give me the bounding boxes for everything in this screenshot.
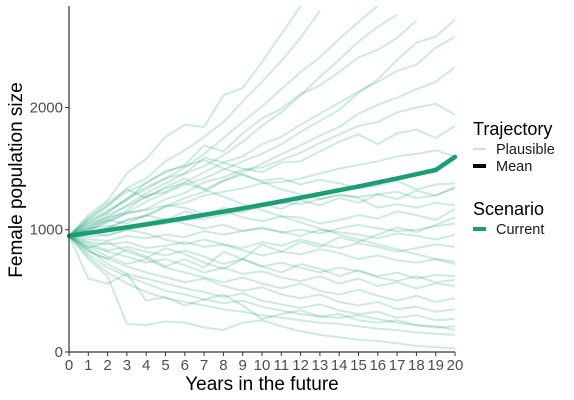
- plausible-trajectory-line: [69, 177, 455, 265]
- plausible-trajectory-line: [69, 6, 302, 237]
- x-tick-label: 11: [274, 357, 290, 374]
- x-tick-label: 12: [292, 357, 309, 374]
- plausible-trajectory-line: [69, 235, 455, 303]
- plausible-trajectory-line: [69, 35, 455, 237]
- axes: [65, 6, 456, 356]
- y-axis-title: Female population size: [6, 82, 27, 277]
- legend-label-plausible: Plausible: [496, 142, 555, 158]
- legend-title: Scenario: [473, 199, 544, 219]
- plausible-trajectory-line: [69, 235, 455, 336]
- plausible-trajectory-line: [69, 102, 455, 237]
- plausible-trajectory-line: [69, 226, 455, 242]
- legend-title: Trajectory: [473, 119, 552, 139]
- plausible-trajectory-line: [69, 235, 455, 313]
- plausible-trajectory-line: [69, 228, 455, 253]
- plausible-trajectory-line: [69, 10, 321, 237]
- plausible-trajectory-line: [69, 13, 398, 237]
- x-tick-label: 9: [239, 357, 247, 374]
- plausible-trajectory-line: [69, 18, 455, 237]
- mean-trajectory-line: [66, 154, 458, 239]
- x-tick-label: 7: [200, 357, 208, 374]
- x-tick-label: 10: [254, 357, 271, 374]
- plausible-trajectory-line: [69, 173, 455, 237]
- x-tick-label: 15: [350, 357, 367, 374]
- y-tick-label: 1000: [30, 222, 63, 239]
- tick-labels: 0 1 2 3 4 5 6 7 8 9 10 11 12 13 14 15 16 17 18 19 2001000200…: [30, 99, 464, 374]
- plausible-trajectory-line: [69, 149, 455, 237]
- x-tick-label: 8: [219, 357, 227, 374]
- plausible-trajectory-line: [69, 6, 379, 237]
- plausible-trajectory-line: [69, 235, 455, 350]
- x-tick-label: 14: [331, 357, 348, 374]
- plausible-trajectory-line: [69, 235, 455, 322]
- legend-label-mean: Mean: [496, 159, 532, 175]
- x-tick-label: 0: [65, 357, 73, 374]
- x-tick-label: 16: [369, 357, 386, 374]
- plausible-trajectory-line: [69, 235, 455, 331]
- x-tick-label: 20: [447, 357, 464, 374]
- x-tick-label: 5: [161, 357, 169, 374]
- y-tick-label: 2000: [30, 99, 63, 116]
- plausible-trajectory-line: [69, 19, 418, 237]
- plausible-trajectory-line: [69, 234, 455, 264]
- plausible-trajectory-line: [69, 66, 455, 237]
- x-tick-label: 17: [389, 357, 406, 374]
- plausible-trajectory-line: [69, 235, 455, 284]
- x-tick-label: 18: [408, 357, 425, 374]
- mean-trajectory: [66, 154, 458, 239]
- x-tick-label: 6: [181, 357, 189, 374]
- plausible-trajectory-line: [69, 159, 455, 237]
- y-tick-label: 0: [55, 344, 63, 361]
- x-tick-label: 3: [123, 357, 131, 374]
- x-tick-label: 4: [142, 357, 150, 374]
- x-tick-label: 1: [84, 357, 92, 374]
- x-tick-label: 2: [103, 357, 111, 374]
- plausible-trajectory-line: [69, 235, 455, 329]
- plausible-trajectory-line: [69, 124, 455, 237]
- plausible-trajectory-line: [69, 235, 455, 290]
- plausible-trajectory-line: [69, 234, 455, 280]
- legend-label-current: Current: [496, 222, 544, 238]
- x-axis-title: Years in the future: [185, 374, 339, 395]
- x-tick-label: 13: [312, 357, 329, 374]
- plausible-trajectory-line: [69, 216, 455, 269]
- x-tick-label: 19: [427, 357, 444, 374]
- plausible-trajectory-line: [69, 204, 455, 237]
